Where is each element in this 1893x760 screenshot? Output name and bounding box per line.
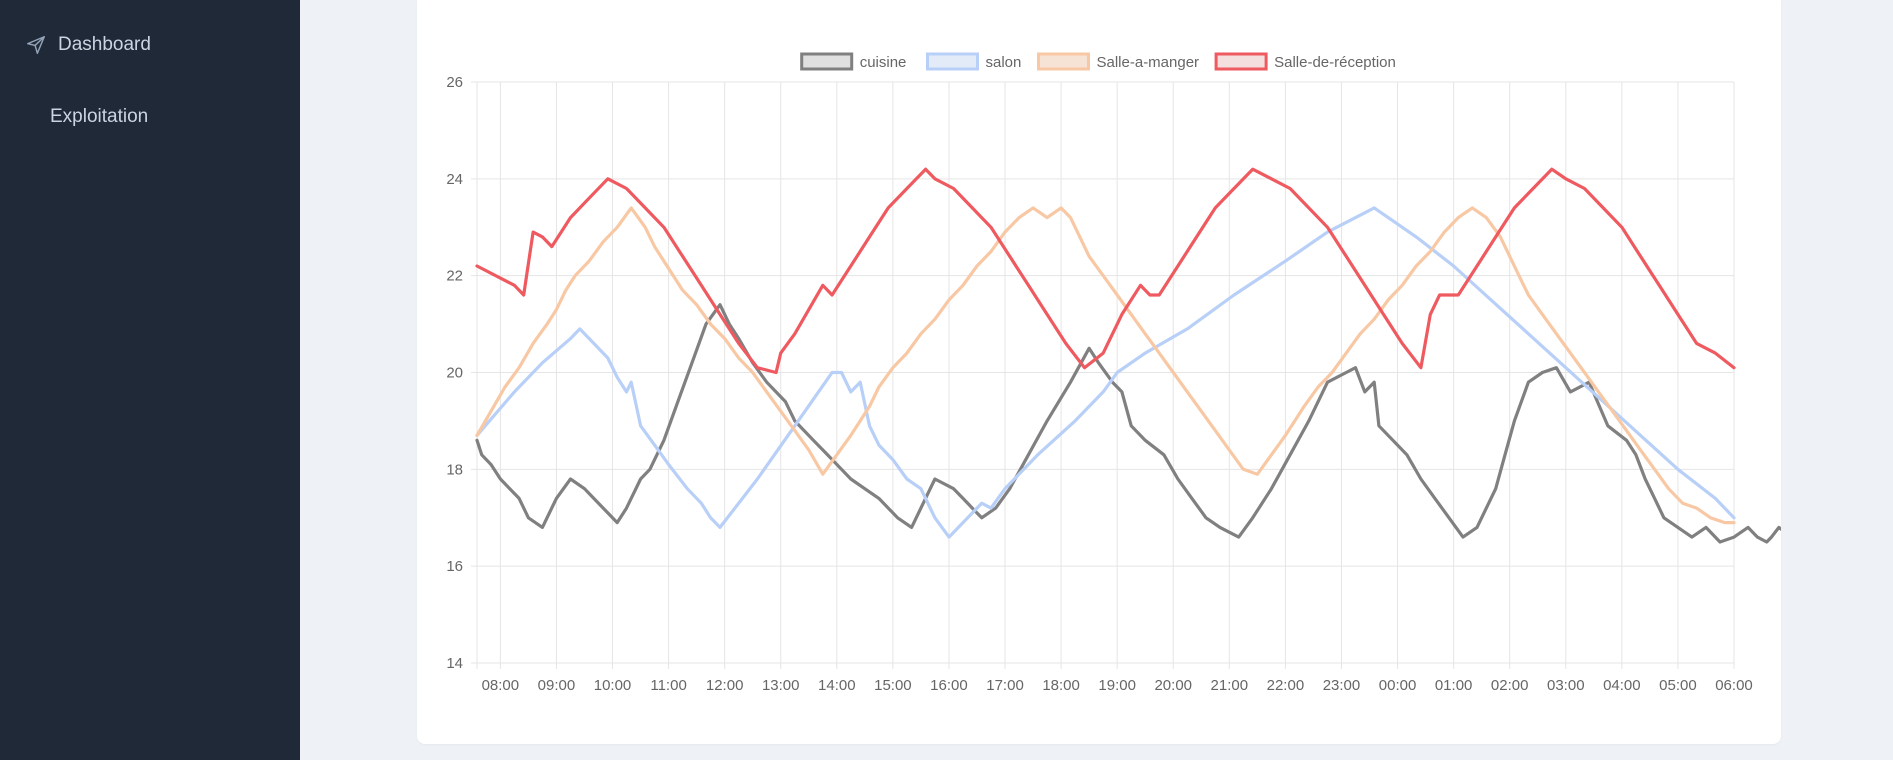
temperature-line-chart: 14 16 18 20 22 24 26 08:00 09:00 10:00 11:00 12:00 1… (446, 52, 1781, 694)
legend-swatch (926, 52, 979, 71)
x-tick-label: 16:00 (930, 677, 968, 694)
sidebar-item-label: Exploitation (50, 106, 149, 127)
x-tick-label: 03:00 (1547, 677, 1585, 694)
x-tick-label: 08:00 (482, 677, 520, 694)
series-line-Salle-a-manger (475, 206, 1736, 525)
x-tick-label: 02:00 (1491, 677, 1529, 694)
x-tick-label: 13:00 (762, 677, 800, 694)
x-tick-label: 01:00 (1435, 677, 1473, 694)
series-line-salon (475, 206, 1736, 539)
x-tick-label: 12:00 (706, 677, 744, 694)
x-tick-label: 22:00 (1267, 677, 1305, 694)
x-tick-label: 21:00 (1211, 677, 1249, 694)
legend-label: cuisine (860, 54, 907, 71)
x-tick-label: 09:00 (538, 677, 576, 694)
x-tick-label: 05:00 (1659, 677, 1697, 694)
y-tick-label: 14 (446, 655, 463, 672)
x-tick-label: 23:00 (1323, 677, 1361, 694)
x-tick-label: 00:00 (1379, 677, 1417, 694)
legend-label: Salle-a-manger (1097, 54, 1200, 71)
x-tick-label: 17:00 (986, 677, 1024, 694)
sidebar-item-exploitation[interactable]: Exploitation (50, 106, 148, 128)
x-tick-label: 06:00 (1715, 677, 1753, 694)
x-tick-label: 19:00 (1098, 677, 1136, 694)
x-tick-label: 14:00 (818, 677, 856, 694)
legend-label: salon (986, 54, 1022, 71)
x-tick-label: 18:00 (1042, 677, 1080, 694)
chart-card: 14 16 18 20 22 24 26 08:00 09:00 10:00 11:00 12:00 1… (417, 0, 1781, 744)
legend-swatch (800, 52, 854, 71)
sidebar: Dashboard Exploitation (0, 0, 300, 760)
legend-swatch (1214, 52, 1268, 71)
y-tick-label: 20 (446, 365, 463, 382)
x-tick-label: 11:00 (650, 677, 686, 694)
y-tick-label: 18 (446, 461, 463, 478)
send-icon (27, 36, 45, 54)
legend-swatch (1037, 52, 1090, 71)
sidebar-item-label: Dashboard (58, 34, 151, 55)
x-tick-label: 15:00 (874, 677, 912, 694)
x-tick-label: 10:00 (594, 677, 632, 694)
series-line-cuisine (475, 303, 1781, 544)
y-tick-label: 22 (446, 268, 463, 285)
y-tick-label: 26 (446, 74, 463, 91)
series-line-Salle-de-réception (475, 167, 1736, 375)
legend-label: Salle-de-réception (1274, 54, 1396, 71)
x-tick-label: 04:00 (1603, 677, 1641, 694)
y-tick-label: 16 (446, 558, 463, 575)
y-tick-label: 24 (446, 171, 463, 188)
sidebar-item-dashboard[interactable]: Dashboard (25, 34, 151, 56)
x-tick-label: 20:00 (1154, 677, 1192, 694)
